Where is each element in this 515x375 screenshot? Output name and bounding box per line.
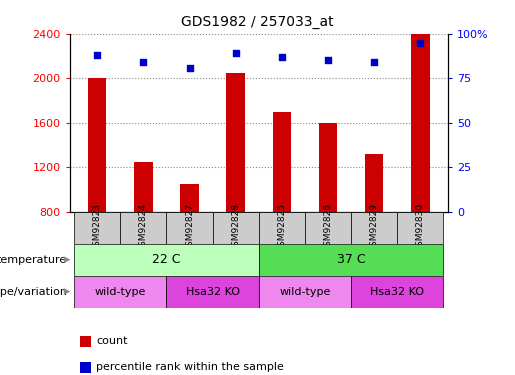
- Bar: [166, 212, 213, 244]
- Bar: [397, 212, 443, 244]
- Text: GSM92824: GSM92824: [139, 203, 148, 252]
- Text: GSM92829: GSM92829: [370, 203, 379, 252]
- Bar: [365, 154, 384, 212]
- Point: [370, 59, 379, 65]
- Text: count: count: [96, 336, 128, 346]
- Point: [139, 59, 147, 65]
- Point: [324, 57, 332, 63]
- Bar: [305, 212, 351, 244]
- Bar: [351, 276, 443, 308]
- Bar: [74, 244, 259, 276]
- Text: percentile rank within the sample: percentile rank within the sample: [96, 363, 284, 372]
- Bar: [74, 276, 166, 308]
- Text: GDS1982 / 257033_at: GDS1982 / 257033_at: [181, 15, 334, 29]
- Text: GSM92825: GSM92825: [278, 203, 286, 252]
- Point: [232, 50, 240, 56]
- Bar: [121, 212, 166, 244]
- Text: GSM92823: GSM92823: [93, 203, 102, 252]
- Bar: [166, 276, 259, 308]
- Point: [185, 64, 194, 70]
- Bar: [74, 212, 121, 244]
- Text: GSM92826: GSM92826: [323, 203, 333, 252]
- Bar: [272, 112, 291, 212]
- Text: wild-type: wild-type: [95, 286, 146, 297]
- Bar: [259, 276, 351, 308]
- Bar: [227, 73, 245, 212]
- Text: temperature: temperature: [0, 255, 67, 265]
- Text: GSM92827: GSM92827: [185, 203, 194, 252]
- Bar: [259, 212, 305, 244]
- Point: [278, 54, 286, 60]
- Text: 22 C: 22 C: [152, 253, 181, 266]
- Text: 37 C: 37 C: [337, 253, 366, 266]
- Text: GSM92828: GSM92828: [231, 203, 240, 252]
- Text: Hsa32 KO: Hsa32 KO: [185, 286, 239, 297]
- Bar: [351, 212, 397, 244]
- Bar: [180, 184, 199, 212]
- Bar: [259, 244, 443, 276]
- Text: Hsa32 KO: Hsa32 KO: [370, 286, 424, 297]
- Bar: [213, 212, 259, 244]
- Text: genotype/variation: genotype/variation: [0, 286, 67, 297]
- Text: GSM92830: GSM92830: [416, 203, 425, 252]
- Bar: [134, 162, 152, 212]
- Text: wild-type: wild-type: [279, 286, 331, 297]
- Bar: [88, 78, 107, 212]
- Point: [416, 40, 424, 46]
- Point: [93, 52, 101, 58]
- Bar: [411, 34, 430, 212]
- Bar: [319, 123, 337, 212]
